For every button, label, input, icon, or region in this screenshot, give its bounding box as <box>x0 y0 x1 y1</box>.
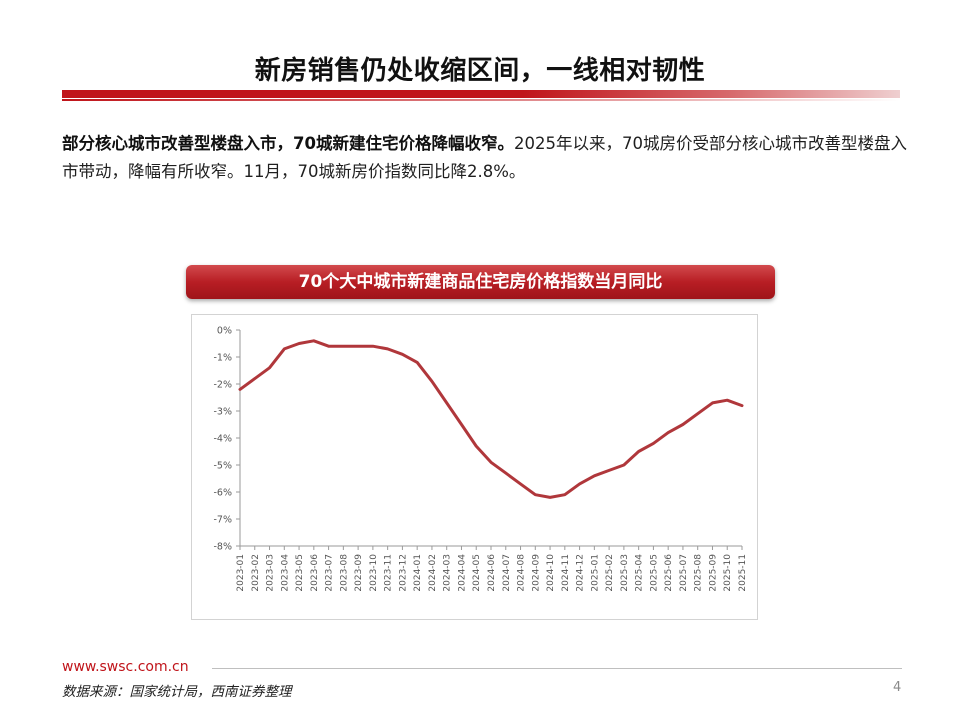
x-tick-label: 2024-04 <box>457 554 467 592</box>
y-tick-label: -7% <box>214 515 233 526</box>
y-tick-label: -8% <box>214 542 233 553</box>
x-tick-label: 2023-02 <box>251 554 261 592</box>
x-tick-label: 2025-06 <box>664 554 674 592</box>
y-tick-label: -5% <box>214 461 233 472</box>
x-tick-label: 2023-03 <box>266 554 276 592</box>
x-tick-label: 2024-01 <box>413 554 423 592</box>
summary-paragraph-bold: 部分核心城市改善型楼盘入市，70城新建住宅价格降幅收窄。 <box>62 134 514 153</box>
x-tick-label: 2023-06 <box>310 554 320 592</box>
x-tick-label: 2024-02 <box>428 554 438 592</box>
x-tick-label: 2023-12 <box>398 554 408 592</box>
x-tick-label: 2024-06 <box>487 554 497 592</box>
x-tick-label: 2023-05 <box>295 554 305 592</box>
x-tick-label: 2024-07 <box>502 554 512 592</box>
x-tick-label: 2024-08 <box>517 554 527 592</box>
x-tick-label: 2025-10 <box>723 554 733 592</box>
x-tick-label: 2025-04 <box>635 554 645 592</box>
x-tick-label: 2023-10 <box>369 554 379 592</box>
x-tick-label: 2025-09 <box>708 554 718 592</box>
series-line <box>238 339 744 499</box>
x-tick-label: 2024-11 <box>561 554 571 592</box>
title-divider <box>62 90 900 98</box>
x-tick-label: 2025-02 <box>605 554 615 592</box>
x-tick-label: 2024-10 <box>546 554 556 592</box>
y-tick-label: -2% <box>214 380 233 391</box>
footer-divider <box>212 668 902 669</box>
x-tick-label: 2025-07 <box>679 554 689 592</box>
x-tick-label: 2024-05 <box>472 554 482 592</box>
summary-paragraph: 部分核心城市改善型楼盘入市，70城新建住宅价格降幅收窄。2025年以来，70城房… <box>62 130 912 186</box>
x-tick-label: 2025-08 <box>694 554 704 592</box>
y-tick-label: -4% <box>214 434 233 445</box>
footer-website-logo: www.swsc.com.cn <box>62 659 189 675</box>
x-tick-label: 2024-09 <box>531 554 541 592</box>
x-tick-label: 2024-12 <box>576 554 586 592</box>
x-tick-label: 2023-04 <box>280 554 290 592</box>
title-divider-thin <box>62 99 900 101</box>
footer-data-source: 数据来源：国家统计局，西南证券整理 <box>62 684 292 700</box>
y-tick-label: -3% <box>214 407 233 418</box>
x-tick-label: 2023-01 <box>236 554 246 592</box>
x-tick-label: 2023-11 <box>384 554 394 592</box>
x-tick-label: 2023-07 <box>325 554 335 592</box>
x-tick-label: 2025-11 <box>738 554 748 592</box>
x-tick-label: 2023-08 <box>339 554 349 592</box>
y-tick-label: -1% <box>214 353 233 364</box>
line-chart: 0% -1% -2% -3% -4% -5% -6% -7% -8%2023-01 2023-02… <box>214 326 749 592</box>
x-tick-label: 2025-03 <box>620 554 630 592</box>
x-tick-label: 2023-09 <box>354 554 364 592</box>
page-number: 4 <box>893 680 902 695</box>
x-tick-label: 2025-01 <box>590 554 600 592</box>
chart-title: 70个大中城市新建商品住宅房价格指数当月同比 <box>186 265 775 299</box>
slide-title: 新房销售仍处收缩区间，一线相对韧性 <box>254 56 706 86</box>
chart-frame: 0% -1% -2% -3% -4% -5% -6% -7% -8% 2023-01 2023-02… <box>191 314 758 620</box>
summary-paragraph-text: 2025年以来，70城房价受部分核心城市改善型楼盘入市带动，降幅有所收窄。11月… <box>62 134 907 181</box>
x-tick-label: 2024-03 <box>443 554 453 592</box>
x-tick-label: 2025-05 <box>649 554 659 592</box>
y-tick-label: 0% <box>217 326 232 337</box>
y-tick-label: -6% <box>214 488 233 499</box>
